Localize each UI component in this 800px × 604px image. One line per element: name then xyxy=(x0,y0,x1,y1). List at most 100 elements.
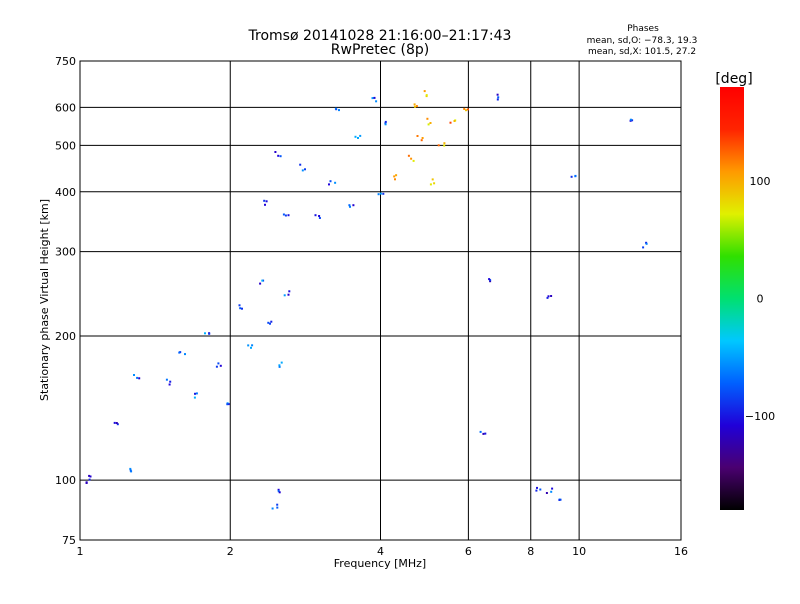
data-point xyxy=(195,392,198,395)
data-point xyxy=(334,107,337,110)
data-point xyxy=(261,279,264,282)
y-axis-label: Stationary phase Virtual Height [km] xyxy=(38,199,51,401)
colorbar-tick-label: 100 xyxy=(750,175,771,188)
data-point xyxy=(375,100,378,103)
data-point xyxy=(426,117,429,120)
data-point xyxy=(318,217,321,219)
data-point xyxy=(574,175,577,178)
data-point xyxy=(466,108,469,111)
data-point xyxy=(539,488,542,491)
data-point xyxy=(465,109,467,112)
data-point xyxy=(278,491,281,494)
data-point xyxy=(354,135,357,138)
data-point xyxy=(115,422,118,424)
data-point xyxy=(133,374,135,376)
data-point xyxy=(88,478,91,481)
data-point xyxy=(371,97,374,100)
data-point xyxy=(407,154,410,157)
data-point xyxy=(425,94,428,97)
data-point xyxy=(250,346,252,349)
data-point xyxy=(393,175,396,178)
data-point xyxy=(193,396,196,399)
y-tick-label: 75 xyxy=(62,534,76,547)
data-point xyxy=(271,507,274,510)
grid-lines xyxy=(80,61,681,540)
data-points xyxy=(85,90,648,510)
data-point xyxy=(379,192,382,195)
stats-o-line: mean, sd,O: −78.3, 19.3 xyxy=(587,36,698,46)
data-point xyxy=(314,214,317,217)
data-point xyxy=(227,403,230,406)
data-point xyxy=(535,489,538,492)
data-point xyxy=(349,205,351,208)
data-point xyxy=(352,204,355,207)
data-point xyxy=(394,178,396,181)
data-point xyxy=(279,155,282,158)
data-point xyxy=(463,107,466,110)
data-point xyxy=(277,154,280,157)
data-point xyxy=(304,168,306,171)
data-point xyxy=(247,344,250,347)
data-point xyxy=(226,403,229,406)
data-point xyxy=(270,320,273,323)
data-point xyxy=(645,242,648,245)
data-point xyxy=(412,159,415,162)
x-axis-label: Frequency [MHz] xyxy=(334,557,426,570)
data-point xyxy=(437,144,440,147)
data-point xyxy=(269,322,271,325)
stats-x-line: mean, sd,X: 101.5, 27.2 xyxy=(588,47,696,57)
data-point xyxy=(373,96,376,99)
x-tick-label: 8 xyxy=(527,545,534,558)
colorbar-ticks: 100 0 −100 xyxy=(745,175,775,423)
data-point xyxy=(278,364,281,367)
data-point xyxy=(287,214,290,217)
y-axis-ticks: 75 100 200 300 400 500 600 750 xyxy=(55,55,76,547)
data-point xyxy=(136,376,139,379)
data-point xyxy=(276,503,279,506)
stats-heading: Phases xyxy=(627,24,659,34)
data-point xyxy=(329,180,332,183)
data-point xyxy=(449,121,452,124)
data-point xyxy=(482,432,485,435)
data-point xyxy=(168,383,171,386)
data-point xyxy=(129,469,132,472)
data-point xyxy=(217,362,220,365)
data-point xyxy=(359,134,362,137)
data-point xyxy=(410,157,413,160)
data-point xyxy=(165,378,168,381)
data-point xyxy=(551,487,554,490)
data-point xyxy=(431,178,434,181)
data-point xyxy=(113,421,116,424)
data-point xyxy=(283,294,286,297)
data-point xyxy=(301,169,304,172)
data-point xyxy=(420,139,423,142)
data-point xyxy=(280,361,283,364)
data-point xyxy=(546,296,549,299)
data-point xyxy=(395,174,398,177)
data-point xyxy=(489,280,492,283)
chart-subtitle: RwPretec (8p) xyxy=(331,42,429,58)
data-point xyxy=(496,93,499,96)
data-point xyxy=(443,142,446,145)
x-tick-label: 16 xyxy=(674,545,688,558)
data-point xyxy=(274,151,277,153)
data-point xyxy=(264,203,266,206)
y-tick-label: 500 xyxy=(55,139,76,152)
data-point xyxy=(85,482,88,484)
data-point xyxy=(453,120,456,122)
data-point xyxy=(550,490,553,493)
data-point xyxy=(89,475,92,478)
data-point xyxy=(204,332,206,335)
data-point xyxy=(357,137,359,139)
data-point xyxy=(318,215,321,217)
data-point xyxy=(570,175,573,178)
x-tick-label: 10 xyxy=(572,545,586,558)
data-point xyxy=(169,380,172,383)
plot-border xyxy=(79,60,682,541)
data-point xyxy=(129,467,132,470)
colorbar-label: [deg] xyxy=(715,71,752,87)
data-point xyxy=(328,183,330,186)
data-point xyxy=(184,353,186,356)
data-point xyxy=(429,122,432,124)
data-point xyxy=(416,135,419,137)
